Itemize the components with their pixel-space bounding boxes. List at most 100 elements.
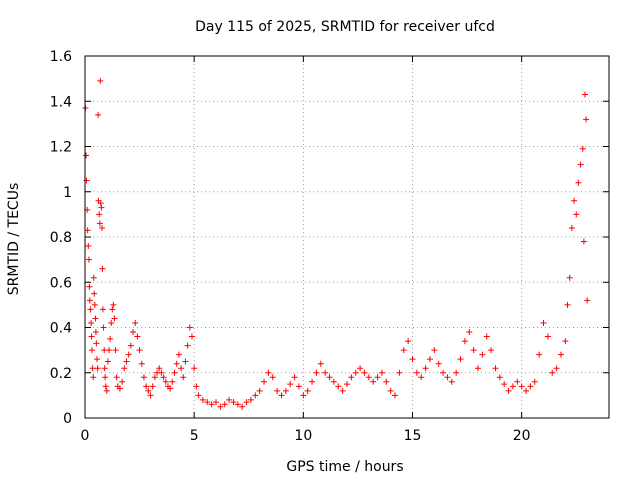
- data-point: [186, 324, 193, 331]
- data-point: [102, 383, 109, 390]
- data-point: [409, 356, 416, 363]
- data-point: [102, 374, 109, 381]
- data-point: [111, 315, 118, 322]
- data-point: [83, 152, 90, 159]
- chart-title: Day 115 of 2025, SRMTID for receiver ufc…: [195, 19, 495, 35]
- data-point: [309, 378, 316, 385]
- data-point: [138, 360, 145, 367]
- data-point: [577, 161, 584, 168]
- data-point: [84, 227, 91, 234]
- data-point: [173, 360, 180, 367]
- y-axis-label: SRMTID / TECUs: [6, 183, 22, 296]
- data-point: [579, 145, 586, 152]
- data-point: [581, 91, 588, 98]
- data-point: [564, 301, 571, 308]
- y-tick-label: 0.8: [50, 230, 72, 246]
- data-point: [453, 369, 460, 376]
- data-point: [230, 399, 237, 406]
- data-point: [160, 374, 167, 381]
- data-point: [90, 374, 97, 381]
- x-tick-label: 10: [294, 428, 312, 444]
- data-point: [370, 378, 377, 385]
- data-point: [99, 265, 106, 272]
- data-point: [300, 392, 307, 399]
- data-point: [85, 243, 92, 250]
- data-point: [317, 360, 324, 367]
- data-point: [568, 224, 575, 231]
- data-point: [87, 306, 94, 313]
- data-point: [88, 319, 95, 326]
- data-point: [571, 197, 578, 204]
- data-point: [116, 385, 123, 392]
- data-point: [509, 383, 516, 390]
- y-tick-label: 0.2: [50, 366, 72, 382]
- data-point: [234, 401, 241, 408]
- data-point: [457, 356, 464, 363]
- data-point: [98, 204, 105, 211]
- data-point: [123, 358, 130, 365]
- data-point: [274, 387, 281, 394]
- data-point: [180, 374, 187, 381]
- x-tick-label: 15: [404, 428, 422, 444]
- data-point: [204, 399, 211, 406]
- data-point: [326, 374, 333, 381]
- x-tick-label: 20: [513, 428, 531, 444]
- data-point: [374, 374, 381, 381]
- data-point: [127, 342, 134, 349]
- data-point: [121, 365, 128, 372]
- data-point: [514, 378, 521, 385]
- data-point: [531, 378, 538, 385]
- data-point: [496, 374, 503, 381]
- data-point: [348, 374, 355, 381]
- data-point: [583, 116, 590, 123]
- data-point: [383, 378, 390, 385]
- data-point: [361, 369, 368, 376]
- data-point: [100, 324, 107, 331]
- data-point: [184, 342, 191, 349]
- data-point: [101, 365, 108, 372]
- data-point: [295, 383, 302, 390]
- data-point: [97, 77, 104, 84]
- data-point: [479, 351, 486, 358]
- data-point: [287, 381, 294, 388]
- data-point: [475, 365, 481, 372]
- data-point: [99, 224, 106, 231]
- data-point: [549, 369, 556, 376]
- y-tick-label: 0.4: [50, 321, 72, 337]
- data-point: [573, 211, 580, 218]
- data-point: [221, 401, 228, 408]
- data-point: [527, 383, 534, 390]
- data-point: [378, 369, 385, 376]
- y-tick-label: 1.6: [50, 49, 72, 65]
- data-point: [191, 365, 198, 372]
- data-point: [156, 365, 163, 372]
- data-point: [278, 392, 285, 399]
- data-point: [92, 329, 99, 336]
- data-point: [562, 338, 569, 345]
- data-point: [143, 383, 150, 390]
- data-point: [488, 347, 495, 354]
- data-point: [461, 338, 468, 345]
- data-point: [365, 374, 372, 381]
- data-point: [269, 374, 276, 381]
- plot-frame: [84, 55, 610, 419]
- y-tick-label: 1.4: [50, 94, 72, 110]
- data-point: [426, 356, 433, 363]
- data-point: [108, 319, 115, 326]
- data-point: [193, 383, 200, 390]
- data-point: [199, 396, 206, 403]
- data-point: [90, 274, 97, 281]
- data-point: [566, 274, 573, 281]
- data-point: [94, 356, 101, 363]
- data-point: [119, 378, 126, 385]
- data-point: [182, 358, 189, 365]
- data-point: [518, 383, 525, 390]
- data-point: [217, 403, 224, 410]
- data-point: [580, 238, 587, 245]
- data-point: [136, 347, 143, 354]
- data-point: [103, 387, 110, 394]
- data-point: [208, 401, 215, 408]
- data-point: [99, 306, 106, 313]
- data-point: [178, 365, 185, 372]
